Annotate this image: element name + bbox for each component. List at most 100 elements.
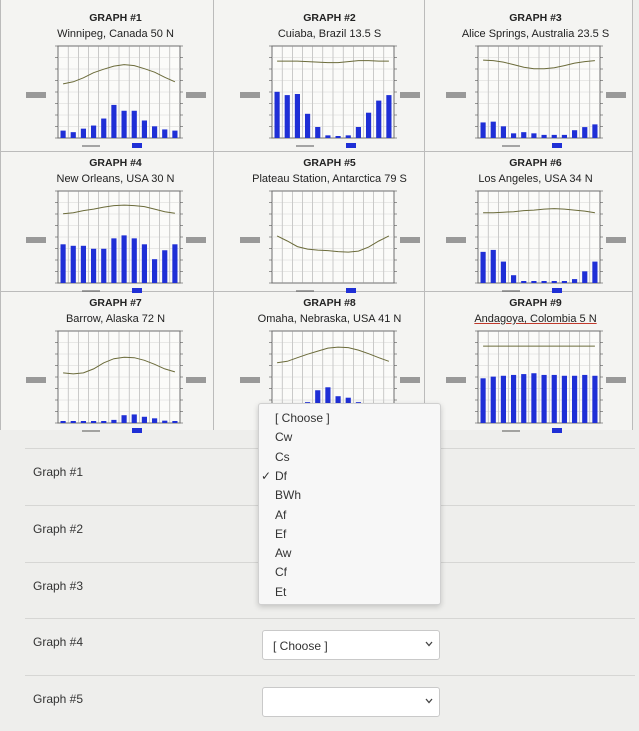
precip-bar — [561, 134, 567, 138]
temperature-axis-label — [186, 377, 206, 383]
dropdown-option-label: Ef — [275, 526, 287, 541]
dropdown-option[interactable]: Aw — [259, 543, 440, 562]
dropdown-option[interactable]: Ef — [259, 524, 440, 543]
precip-bar — [500, 126, 506, 138]
precip-bar — [91, 248, 97, 283]
dropdown-option[interactable]: [ Choose ] — [259, 408, 440, 427]
precip-bar — [141, 120, 147, 138]
precip-bar — [592, 124, 598, 138]
question-label: Graph #3 — [33, 579, 84, 593]
precip-bar — [60, 421, 66, 423]
precip-bar — [582, 127, 588, 138]
dropdown-option[interactable]: ✓ Df — [259, 466, 440, 485]
temperature-line — [276, 235, 390, 253]
graph-location: Cuiaba, Brazil 13.5 S — [277, 28, 382, 40]
precip-bar — [162, 420, 168, 423]
climate-type-select[interactable] — [262, 687, 440, 717]
temperature-axis-label — [606, 377, 626, 383]
precip-bar — [60, 130, 66, 138]
temperature-line — [62, 64, 176, 85]
precip-bar — [541, 374, 547, 423]
precip-bar — [531, 373, 537, 423]
graph-title: GRAPH #8 — [303, 297, 356, 309]
graph-title: GRAPH #3 — [509, 12, 562, 24]
question-row: Graph #5 — [0, 675, 639, 731]
dropdown-option[interactable]: Cf — [259, 562, 440, 581]
row-divider — [25, 675, 635, 676]
precip-bar — [80, 128, 86, 138]
dropdown-option[interactable]: Af — [259, 505, 440, 524]
graph-title: GRAPH #2 — [303, 12, 356, 24]
precip-bar — [572, 279, 578, 283]
graph-title: GRAPH #4 — [89, 157, 142, 169]
chevron-down-icon — [425, 698, 433, 704]
temperature-line — [63, 204, 175, 215]
graph-title: GRAPH #1 — [89, 12, 142, 24]
precip-bar — [172, 130, 178, 138]
precip-bar — [284, 95, 290, 138]
dropdown-option[interactable]: Cs — [259, 447, 440, 466]
precip-bar — [561, 281, 567, 283]
precip-bar — [582, 271, 588, 283]
graph-location: Plateau Station, Antarctica 79 S — [252, 173, 407, 185]
climate-type-dropdown-menu: [ Choose ] Cw Cs ✓ Df BWh Af Ef Aw Cf Et — [258, 403, 441, 605]
temperature-line — [483, 208, 595, 214]
climograph-chart — [26, 45, 206, 148]
climograph-chart — [26, 190, 206, 293]
dropdown-option-label: Df — [275, 468, 287, 483]
dropdown-option-label: Et — [275, 584, 287, 599]
precip-bar — [111, 104, 117, 138]
legend-precipitation — [346, 143, 356, 148]
temperature-line — [277, 60, 389, 64]
precip-bar — [376, 100, 382, 138]
temperature-axis-label — [186, 237, 206, 243]
dropdown-option-label: Cw — [275, 430, 293, 445]
temperature-axis-label — [606, 92, 626, 98]
precip-bar — [162, 250, 168, 283]
temperature-axis-label — [400, 237, 420, 243]
precip-bar — [541, 134, 547, 138]
dropdown-option[interactable]: Et — [259, 582, 440, 601]
question-row: Graph #4 [ Choose ] — [0, 618, 639, 674]
climograph-chart — [446, 45, 626, 148]
dropdown-option[interactable]: Cw — [259, 427, 440, 446]
temperature-line — [63, 356, 176, 375]
precip-bar — [531, 133, 537, 138]
temperature-axis-label — [400, 377, 420, 383]
row-divider — [25, 618, 635, 619]
precip-bar — [70, 132, 76, 138]
precip-bar — [480, 251, 486, 283]
precip-bar — [121, 235, 127, 283]
climograph-chart — [446, 330, 626, 433]
precip-bar — [521, 281, 527, 283]
precip-bar — [131, 238, 137, 283]
climograph-chart — [240, 45, 420, 148]
dropdown-option[interactable]: BWh — [259, 485, 440, 504]
climate-type-select[interactable]: [ Choose ] — [262, 630, 440, 660]
precip-bar — [521, 132, 527, 138]
precip-bar — [101, 248, 107, 283]
precip-bar — [386, 95, 392, 138]
legend-precipitation — [346, 288, 356, 293]
climate-graph-4: GRAPH #4 New Orleans, USA 30 N — [20, 155, 211, 295]
climate-graph-6: GRAPH #6 Los Angeles, USA 34 N — [440, 155, 631, 295]
graph-location: Andagoya, Colombia 5 N — [474, 313, 597, 325]
dropdown-option-label: Cf — [275, 565, 287, 580]
dropdown-option-label: Af — [275, 507, 287, 522]
precip-bar — [131, 110, 137, 138]
question-label: Graph #1 — [33, 465, 84, 479]
graph-location: New Orleans, USA 30 N — [56, 173, 175, 185]
precip-bar — [111, 238, 117, 283]
graph-location: Los Angeles, USA 34 N — [478, 173, 593, 185]
precip-bar — [80, 421, 86, 423]
climate-graph-2: GRAPH #2 Cuiaba, Brazil 13.5 S — [234, 10, 425, 150]
climate-graph-9: GRAPH #9 Andagoya, Colombia 5 N — [440, 295, 631, 435]
temperature-axis-label — [186, 92, 206, 98]
precip-bar — [152, 126, 158, 138]
precipitation-axis-label — [240, 237, 260, 243]
precip-bar — [541, 281, 547, 283]
precip-bar — [521, 374, 527, 423]
legend-precipitation — [132, 288, 142, 293]
temperature-line — [277, 346, 390, 364]
precip-bar — [531, 281, 537, 283]
